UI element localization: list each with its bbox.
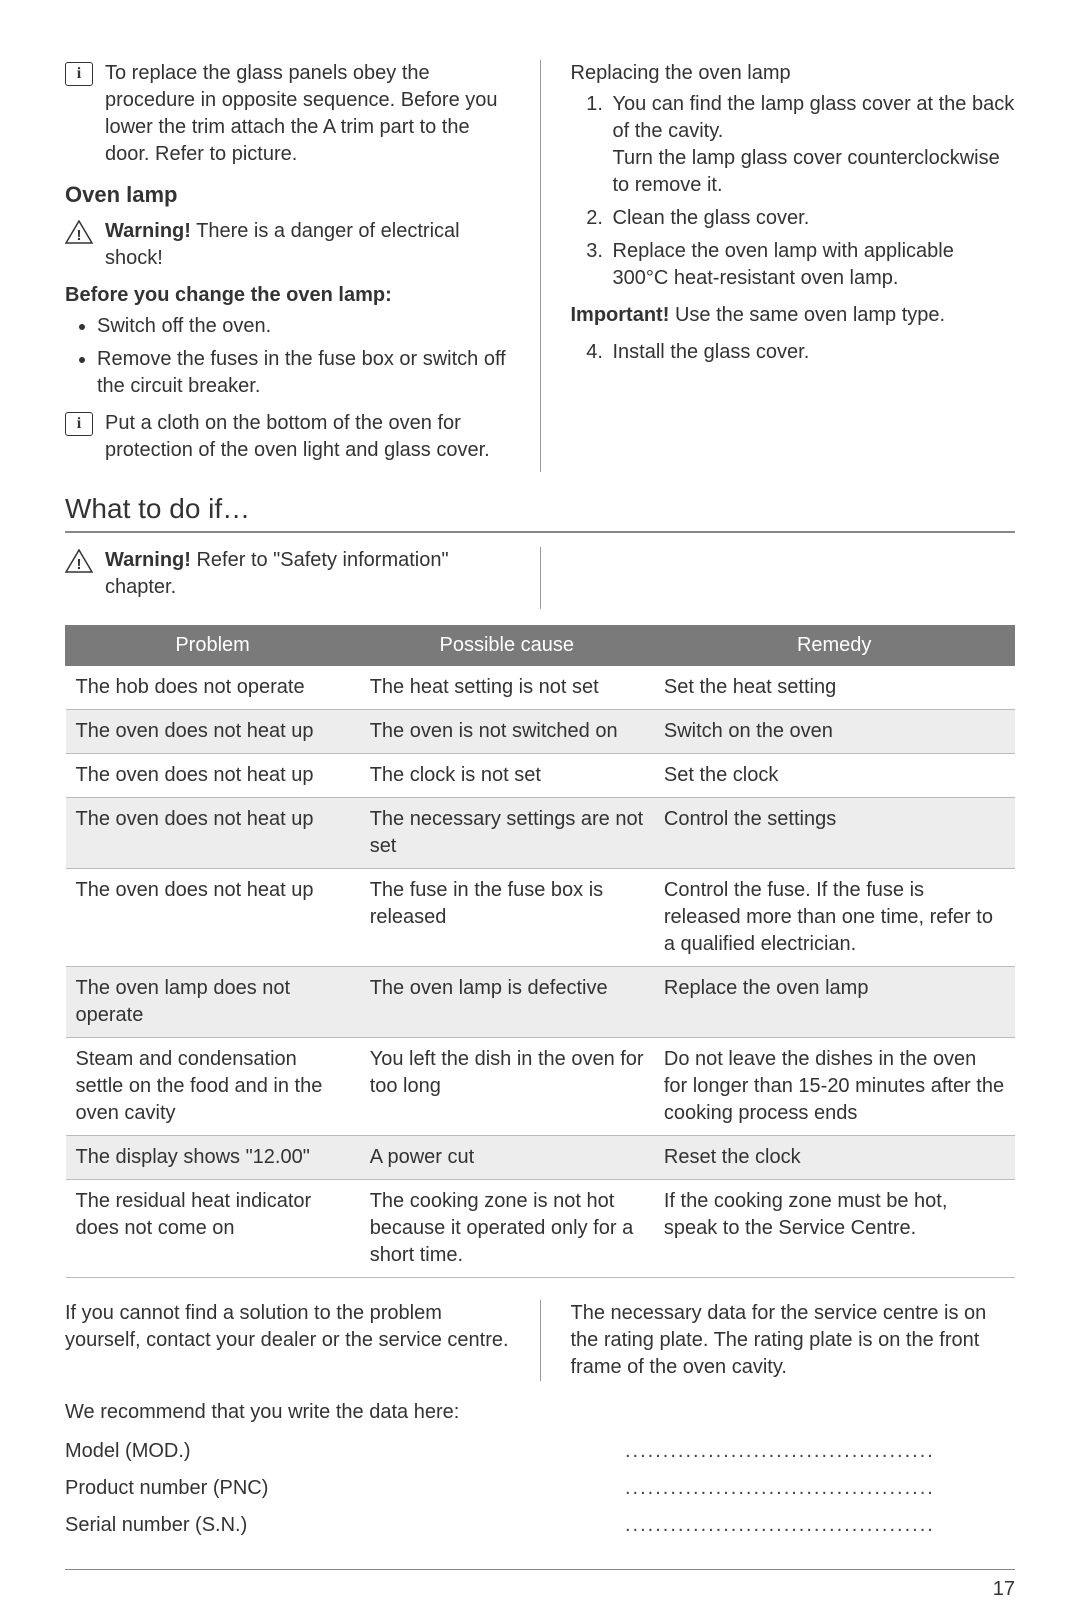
table-cell: The necessary settings are not set [360, 798, 654, 869]
info-icon: i [65, 62, 93, 86]
col-header: Problem [66, 626, 360, 666]
table-cell: The cooking zone is not hot because it o… [360, 1180, 654, 1278]
warning-icon: ! [65, 220, 93, 244]
table-cell: The oven is not switched on [360, 710, 654, 754]
data-fields-block: We recommend that you write the data her… [65, 1399, 1015, 1539]
col-header: Possible cause [360, 626, 654, 666]
column-divider [540, 1300, 541, 1381]
table-cell: The fuse in the fuse box is released [360, 869, 654, 967]
warn-1-bold: Warning! [105, 220, 191, 242]
info-icon: i [65, 412, 93, 436]
table-cell: Replace the oven lamp [654, 967, 1015, 1038]
table-cell: The clock is not set [360, 754, 654, 798]
section-title: What to do if… [65, 490, 1015, 528]
table-body: The hob does not operateThe heat setting… [66, 666, 1015, 1278]
step-1a: You can find the lamp glass cover at the… [613, 93, 1015, 142]
step-1b: Turn the lamp glass cover counterclockwi… [613, 147, 1000, 196]
table-cell: The hob does not operate [66, 666, 360, 710]
column-divider [540, 547, 541, 609]
data-label: Serial number (S.N.) [65, 1512, 625, 1539]
table-cell: Steam and condensation settle on the foo… [66, 1038, 360, 1136]
table-cell: The oven does not heat up [66, 710, 360, 754]
bullet-item: Switch off the oven. [97, 313, 510, 340]
table-row: The oven does not heat upThe necessary s… [66, 798, 1015, 869]
table-row: The display shows "12.00"A power cutRese… [66, 1136, 1015, 1180]
info-text-2: Put a cloth on the bottom of the oven fo… [105, 410, 510, 464]
table-row: The oven lamp does not operateThe oven l… [66, 967, 1015, 1038]
data-label: Model (MOD.) [65, 1438, 625, 1465]
bullet-item: Remove the fuses in the fuse box or swit… [97, 346, 510, 400]
before-bullets: Switch off the oven. Remove the fuses in… [65, 313, 510, 400]
oven-lamp-heading: Oven lamp [65, 180, 510, 210]
replacing-steps-cont: Install the glass cover. [571, 339, 1016, 366]
warning-icon: ! [65, 549, 93, 573]
closing-left: If you cannot find a solution to the pro… [65, 1300, 510, 1381]
troubleshooting-table: Problem Possible cause Remedy The hob do… [65, 625, 1015, 1278]
table-cell: The residual heat indicator does not com… [66, 1180, 360, 1278]
warn-2-bold: Warning! [105, 549, 191, 571]
step-2: Clean the glass cover. [609, 205, 1016, 232]
data-dots: ........................................… [625, 1475, 935, 1502]
table-cell: Do not leave the dishes in the oven for … [654, 1038, 1015, 1136]
table-head: Problem Possible cause Remedy [66, 626, 1015, 666]
svg-text:!: ! [77, 556, 82, 573]
table-cell: You left the dish in the oven for too lo… [360, 1038, 654, 1136]
table-cell: The oven lamp is defective [360, 967, 654, 1038]
table-cell: Reset the clock [654, 1136, 1015, 1180]
warning-1-text: Warning! There is a danger of electrical… [105, 218, 510, 272]
important-bold: Important! [571, 304, 670, 326]
data-fields-intro: We recommend that you write the data her… [65, 1399, 1015, 1426]
table-row: The residual heat indicator does not com… [66, 1180, 1015, 1278]
before-heading: Before you change the oven lamp: [65, 282, 510, 309]
table-cell: The oven does not heat up [66, 798, 360, 869]
table-cell: The heat setting is not set [360, 666, 654, 710]
warning-2-text: Warning! Refer to "Safety information" c… [105, 547, 510, 601]
table-cell: The oven lamp does not operate [66, 967, 360, 1038]
data-dots: ........................................… [625, 1512, 935, 1539]
data-dots: ........................................… [625, 1438, 935, 1465]
table-cell: The oven does not heat up [66, 869, 360, 967]
important-rest: Use the same oven lamp type. [669, 304, 945, 326]
info-1-span: To replace the glass panels obey the pro… [105, 62, 498, 165]
table-cell: A power cut [360, 1136, 654, 1180]
closing-right: The necessary data for the service centr… [571, 1300, 1016, 1381]
svg-text:!: ! [77, 227, 82, 244]
replacing-steps: You can find the lamp glass cover at the… [571, 91, 1016, 292]
table-cell: The oven does not heat up [66, 754, 360, 798]
step-1: You can find the lamp glass cover at the… [609, 91, 1016, 199]
table-cell: Control the fuse. If the fuse is release… [654, 869, 1015, 967]
table-cell: If the cooking zone must be hot, speak t… [654, 1180, 1015, 1278]
important-note: Important! Use the same oven lamp type. [533, 302, 1016, 329]
footer-rule [65, 1569, 1015, 1570]
table-row: The oven does not heat upThe fuse in the… [66, 869, 1015, 967]
column-divider [540, 60, 541, 472]
table-cell: Switch on the oven [654, 710, 1015, 754]
section-rule [65, 531, 1015, 533]
table-row: The oven does not heat upThe clock is no… [66, 754, 1015, 798]
replacing-heading: Replacing the oven lamp [571, 60, 1016, 87]
step-4: Install the glass cover. [609, 339, 1016, 366]
table-row: The oven does not heat upThe oven is not… [66, 710, 1015, 754]
table-cell: The display shows "12.00" [66, 1136, 360, 1180]
table-row: Steam and condensation settle on the foo… [66, 1038, 1015, 1136]
table-cell: Control the settings [654, 798, 1015, 869]
data-label: Product number (PNC) [65, 1475, 625, 1502]
info-text-1: To replace the glass panels obey the pro… [105, 60, 510, 168]
table-cell: Set the heat setting [654, 666, 1015, 710]
step-3: Replace the oven lamp with applicable 30… [609, 238, 1016, 292]
page-number: 17 [65, 1576, 1015, 1603]
col-header: Remedy [654, 626, 1015, 666]
table-cell: Set the clock [654, 754, 1015, 798]
table-row: The hob does not operateThe heat setting… [66, 666, 1015, 710]
